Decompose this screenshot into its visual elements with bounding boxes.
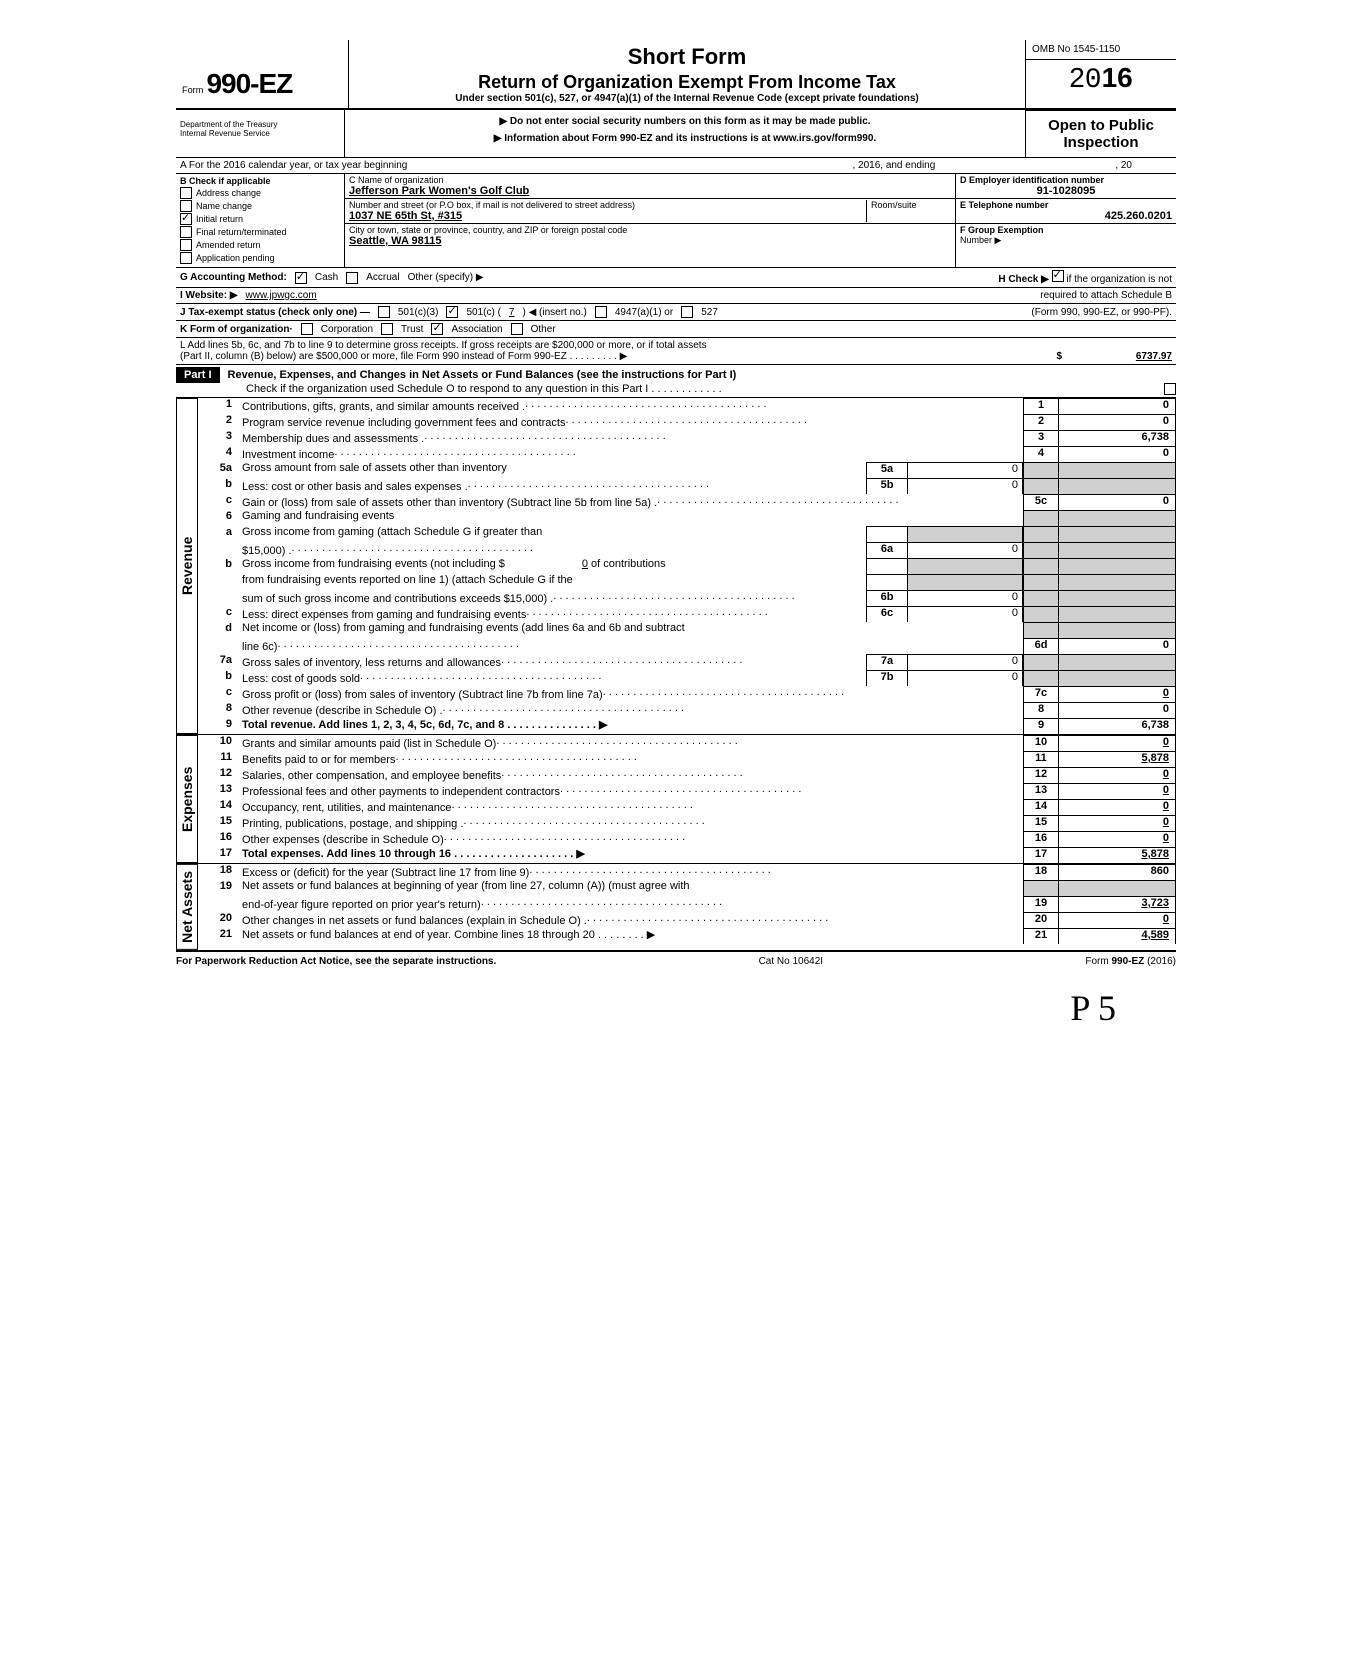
cb-initial-return[interactable] <box>180 213 192 225</box>
row-k: K Form of organization· Corporation Trus… <box>176 321 1176 338</box>
form-number: 990-EZ <box>206 68 292 99</box>
website: www.jpwgc.com <box>246 290 317 301</box>
dept-line2: Internal Revenue Service <box>180 129 340 138</box>
part1-bar: Part I <box>176 367 220 383</box>
cb-final-return[interactable] <box>180 226 192 238</box>
handwritten-note: P 5 <box>176 967 1176 1029</box>
ein: 91-1028095 <box>960 185 1172 197</box>
expenses-section: Expenses 10Grants and similar amounts pa… <box>176 735 1176 864</box>
calyear-a: A For the 2016 calendar year, or tax yea… <box>180 160 407 171</box>
row-l: L Add lines 5b, 6c, and 7b to line 9 to … <box>176 338 1176 365</box>
part1-header: Part I Revenue, Expenses, and Changes in… <box>176 365 1176 398</box>
d-cell: D Employer identification number 91-1028… <box>956 174 1176 199</box>
calyear-end: , 20 <box>1115 160 1132 171</box>
cb-other-org[interactable] <box>511 323 523 335</box>
h-text: H Check ▶ if the organization is not <box>998 270 1172 285</box>
room-suite: Room/suite <box>866 200 951 222</box>
instructions-box: ▶ Do not enter social security numbers o… <box>345 110 1025 157</box>
dept-line1: Department of the Treasury <box>180 120 340 129</box>
cb-501c3[interactable] <box>378 306 390 318</box>
block-def: D Employer identification number 91-1028… <box>955 174 1176 267</box>
block-c: C Name of organization Jefferson Park Wo… <box>345 174 955 267</box>
dept-row: Department of the Treasury Internal Reve… <box>176 110 1176 158</box>
calyear-mid: , 2016, and ending <box>852 160 935 171</box>
footer-mid: Cat No 10642I <box>759 956 824 967</box>
gross-receipts: 6737.97 <box>1062 351 1172 362</box>
bcd-block: B Check if applicable Address change Nam… <box>176 174 1176 268</box>
cb-schedule-b[interactable] <box>1052 270 1064 282</box>
form-990ez: Form 990-EZ Short Form Return of Organiz… <box>176 40 1176 1029</box>
row-i: I Website: ▶ www.jpwgc.com required to a… <box>176 288 1176 304</box>
form-prefix: Form <box>182 85 203 95</box>
info-line: ▶ Information about Form 990-EZ and its … <box>349 133 1021 144</box>
dept-box: Department of the Treasury Internal Reve… <box>176 110 345 157</box>
title-box: Short Form Return of Organization Exempt… <box>349 40 1025 108</box>
cb-corporation[interactable] <box>301 323 313 335</box>
501c-number: 7 <box>509 307 515 318</box>
warn-line: ▶ Do not enter social security numbers o… <box>349 116 1021 127</box>
cb-amended-return[interactable] <box>180 239 192 251</box>
c-city-cell: City or town, state or province, country… <box>345 224 955 248</box>
org-city: Seattle, WA 98115 <box>349 235 442 247</box>
expenses-label: Expenses <box>176 735 198 863</box>
row-j: J Tax-exempt status (check only one) — 5… <box>176 304 1176 321</box>
cb-association[interactable] <box>431 323 443 335</box>
cb-cash[interactable] <box>295 272 307 284</box>
c-name-cell: C Name of organization Jefferson Park Wo… <box>345 174 955 199</box>
open-public: Open to Public Inspection <box>1026 111 1176 157</box>
row-g: G Accounting Method: Cash Accrual Other … <box>176 268 1176 288</box>
org-address: 1037 NE 65th St, #315 <box>349 210 462 222</box>
open-public-box: Open to Public Inspection <box>1025 110 1176 157</box>
revenue-label: Revenue <box>176 398 198 734</box>
right-box: OMB No 1545-1150 2016 <box>1025 40 1176 108</box>
e-cell: E Telephone number 425.260.0201 <box>956 199 1176 224</box>
cb-schedule-o-part1[interactable] <box>1164 383 1176 395</box>
block-b: B Check if applicable Address change Nam… <box>176 174 345 267</box>
tax-year: 2016 <box>1026 60 1176 98</box>
cal-year-row: A For the 2016 calendar year, or tax yea… <box>176 158 1176 174</box>
footer: For Paperwork Reduction Act Notice, see … <box>176 950 1176 967</box>
cb-accrual[interactable] <box>346 272 358 284</box>
cb-501c[interactable] <box>446 306 458 318</box>
title-main: Short Form <box>357 44 1017 70</box>
header-row: Form 990-EZ Short Form Return of Organiz… <box>176 40 1176 110</box>
block-b-header: B Check if applicable <box>180 176 340 186</box>
f-cell: F Group Exemption Number ▶ <box>956 224 1176 247</box>
cb-address-change[interactable] <box>180 187 192 199</box>
netassets-section: Net Assets 18Excess or (deficit) for the… <box>176 864 1176 950</box>
omb-number: OMB No 1545-1150 <box>1026 40 1176 60</box>
cb-527[interactable] <box>681 306 693 318</box>
cb-application-pending[interactable] <box>180 252 192 264</box>
footer-right: Form 990-EZ (2016) <box>1085 956 1176 967</box>
telephone: 425.260.0201 <box>960 210 1172 222</box>
title-sub: Return of Organization Exempt From Incom… <box>357 72 1017 93</box>
cb-trust[interactable] <box>381 323 393 335</box>
part1-title: Revenue, Expenses, and Changes in Net As… <box>228 369 737 381</box>
c-addr-cell: Number and street (or P.O box, if mail i… <box>345 199 955 224</box>
title-under: Under section 501(c), 527, or 4947(a)(1)… <box>357 93 1017 104</box>
netassets-label: Net Assets <box>176 864 198 950</box>
footer-left: For Paperwork Reduction Act Notice, see … <box>176 956 496 967</box>
cb-4947[interactable] <box>595 306 607 318</box>
form-number-box: Form 990-EZ <box>176 40 349 108</box>
revenue-section: Revenue 1Contributions, gifts, grants, a… <box>176 398 1176 735</box>
org-name: Jefferson Park Women's Golf Club <box>349 185 529 197</box>
